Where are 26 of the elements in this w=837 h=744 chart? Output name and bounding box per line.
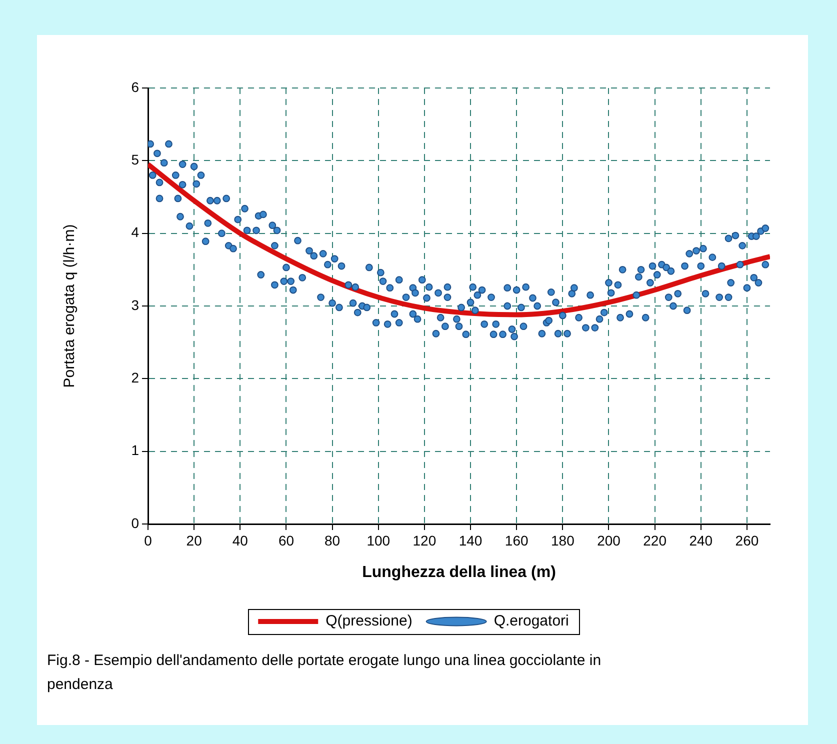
- x-tick-label: 220: [643, 532, 667, 548]
- x-tick-label: 0: [144, 532, 152, 548]
- x-tick-label: 200: [597, 532, 621, 548]
- y-tick-label: 3: [131, 296, 140, 313]
- y-tick-label: 6: [131, 78, 140, 95]
- x-axis-title: Lunghezza della linea (m): [362, 564, 556, 581]
- legend-label: Q.erogatori: [494, 612, 569, 630]
- x-tick-label: 100: [366, 532, 390, 548]
- x-tick-label: 240: [689, 532, 713, 548]
- y-tick-label: 1: [131, 442, 140, 458]
- y-tick-label: 5: [131, 152, 140, 168]
- y-tick-label: 2: [131, 370, 140, 386]
- y-axis-title: Portata erogata q (l/h·m): [61, 224, 78, 388]
- y-tick-label: 0: [131, 514, 140, 531]
- x-tick-label: 160: [504, 532, 528, 548]
- x-tick-label: 20: [186, 532, 202, 548]
- x-tick-label: 60: [278, 532, 294, 548]
- legend-label: Q(pressione): [326, 612, 412, 630]
- x-tick-label: 260: [735, 532, 759, 548]
- y-tick-label: 4: [131, 224, 140, 240]
- x-tick-label: 180: [550, 532, 575, 548]
- x-tick-label: 40: [232, 532, 248, 548]
- caption: Fig.8 - Esempio dell'andamento delle portate erogate lungo una linea gocciolante in pendenza: [47, 651, 602, 695]
- x-tick-label: 140: [458, 532, 482, 548]
- x-tick-label: 120: [412, 532, 436, 548]
- x-tick-label: 80: [324, 532, 340, 548]
